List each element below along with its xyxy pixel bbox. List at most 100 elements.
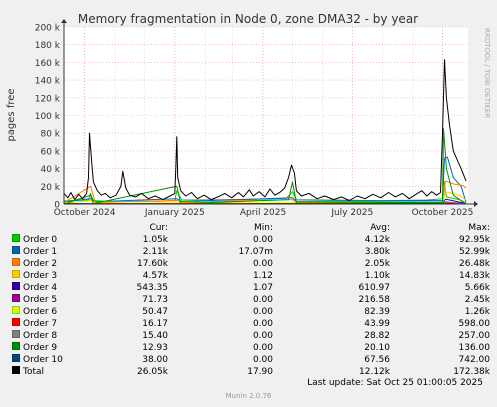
legend-color-swatch <box>12 246 20 254</box>
x-tick-label: July 2025 <box>330 208 373 218</box>
legend-min-value: 0.00 <box>252 331 273 341</box>
series-line-order-2 <box>63 180 467 204</box>
legend-series-name: Order 0 <box>23 235 58 245</box>
y-tick-label: 180 k <box>35 41 61 51</box>
legend-avg-value: 28.82 <box>364 331 390 341</box>
legend-cur-value: 26.05k <box>137 367 168 377</box>
legend-row: Order 8 15.40 0.00 28.82 257.00 <box>12 330 490 342</box>
legend-max-value: 26.48k <box>459 259 490 269</box>
x-tick-label: April 2025 <box>240 208 286 218</box>
legend-color-swatch <box>12 282 20 290</box>
y-tick-label: 20 k <box>40 183 60 193</box>
munin-version: Munin 2.0.76 <box>225 392 272 400</box>
y-tick-label: 40 k <box>40 165 60 175</box>
legend: Cur: Min: Avg: Max: Order 0 1.05k 0.00 4.12… <box>12 222 490 378</box>
y-tick-label: 80 k <box>40 130 60 140</box>
legend-header-min: Min: <box>253 223 273 233</box>
legend-series-name: Total <box>23 367 45 377</box>
legend-cur-value: 38.00 <box>142 355 168 365</box>
grid <box>64 26 468 204</box>
legend-cur-value: 15.40 <box>142 331 168 341</box>
legend-min-value: 1.12 <box>252 271 273 281</box>
legend-avg-value: 216.58 <box>358 295 391 305</box>
legend-cur-value: 50.47 <box>142 307 168 317</box>
legend-avg-value: 43.99 <box>364 319 390 329</box>
legend-max-value: 1.26k <box>464 307 490 317</box>
legend-header-avg: Avg: <box>370 223 390 233</box>
y-axis-label: pages free <box>6 88 17 141</box>
x-tick-label: October 2024 <box>54 208 116 218</box>
legend-max-value: 14.83k <box>459 271 490 281</box>
legend-max-value: 2.45k <box>464 295 490 305</box>
legend-color-swatch <box>12 318 20 326</box>
legend-series-name: Order 5 <box>23 295 58 305</box>
y-axis-arrow <box>61 19 67 23</box>
legend-min-value: 1.07 <box>252 283 273 293</box>
legend-avg-value: 82.39 <box>364 307 390 317</box>
y-tick-label: 200 k <box>35 24 61 34</box>
legend-series-name: Order 10 <box>23 355 63 365</box>
legend-cur-value: 16.17 <box>142 319 168 329</box>
legend-min-value: 0.00 <box>252 295 273 305</box>
legend-avg-value: 20.10 <box>364 343 390 353</box>
legend-series-name: Order 2 <box>23 259 58 269</box>
legend-min-value: 0.00 <box>252 259 273 269</box>
legend-series-name: Order 1 <box>23 247 58 257</box>
legend-row: Order 2 17.60k 0.00 2.05k 26.48k <box>12 258 490 270</box>
legend-series-name: Order 7 <box>23 319 58 329</box>
legend-max-value: 742.00 <box>458 355 491 365</box>
x-tick-label: October 2025 <box>412 208 474 218</box>
legend-avg-value: 12.12k <box>359 367 390 377</box>
legend-cur-value: 4.57k <box>142 271 168 281</box>
legend-avg-value: 4.12k <box>364 235 390 245</box>
axes: 0 20 k 40 k 60 k 80 k 100 k 120 k 140 k 160 k 180… <box>35 19 478 218</box>
y-tick-label: 0 <box>54 201 60 211</box>
legend-color-swatch <box>12 258 20 266</box>
chart: 0 20 k 40 k 60 k 80 k 100 k 120 k 140 k 160 k 180… <box>6 12 491 218</box>
legend-row: Order 3 4.57k 1.12 1.10k 14.83k <box>12 270 490 282</box>
last-update: Last update: Sat Oct 25 01:00:05 2025 <box>307 378 483 388</box>
legend-row: Order 1 2.11k 17.07m 3.80k 52.99k <box>12 246 490 258</box>
legend-avg-value: 610.97 <box>358 283 391 293</box>
legend-cur-value: 71.73 <box>142 295 168 305</box>
y-tick-label: 140 k <box>35 77 61 87</box>
series-line-total <box>63 59 467 201</box>
chart-title: Memory fragmentation in Node 0, zone DMA… <box>78 12 418 26</box>
legend-cur-value: 543.35 <box>136 283 169 293</box>
legend-row: Total 26.05k 17.90 12.12k 172.38k <box>12 366 490 378</box>
legend-row: Order 10 38.00 0.00 67.56 742.00 <box>12 354 490 366</box>
legend-series-name: Order 6 <box>23 307 58 317</box>
legend-avg-value: 3.80k <box>364 247 390 257</box>
legend-series-name: Order 3 <box>23 271 58 281</box>
legend-cur-value: 12.93 <box>142 343 168 353</box>
legend-avg-value: 2.05k <box>364 259 390 269</box>
y-tick-label: 100 k <box>35 112 61 122</box>
legend-row: Order 5 71.73 0.00 216.58 2.45k <box>12 294 490 306</box>
y-tick-label: 60 k <box>40 147 60 157</box>
legend-header: Cur: Min: Avg: Max: <box>12 222 490 234</box>
rrdtool-watermark: RRDTOOL / TOBI OETIKER <box>483 28 491 118</box>
legend-series-name: Order 4 <box>23 283 58 293</box>
legend-row: Order 0 1.05k 0.00 4.12k 92.95k <box>12 234 490 246</box>
legend-series-name: Order 9 <box>23 343 58 353</box>
legend-row: Order 9 12.93 0.00 20.10 136.00 <box>12 342 490 354</box>
legend-color-swatch <box>12 234 20 242</box>
legend-header-max: Max: <box>468 223 490 233</box>
y-tick-label: 120 k <box>35 94 61 104</box>
legend-max-value: 5.66k <box>464 283 490 293</box>
y-tick-label: 160 k <box>35 59 61 69</box>
legend-row: Order 6 50.47 0.00 82.39 1.26k <box>12 306 490 318</box>
legend-max-value: 172.38k <box>453 367 490 377</box>
legend-avg-value: 1.10k <box>364 271 390 281</box>
x-axis-arrow <box>474 201 478 207</box>
legend-min-value: 0.00 <box>252 355 273 365</box>
legend-color-swatch <box>12 294 20 302</box>
legend-max-value: 92.95k <box>459 235 490 245</box>
legend-max-value: 257.00 <box>458 331 491 341</box>
legend-min-value: 0.00 <box>252 307 273 317</box>
legend-avg-value: 67.56 <box>364 355 390 365</box>
legend-cur-value: 2.11k <box>142 247 168 257</box>
legend-color-swatch <box>12 270 20 278</box>
legend-cur-value: 17.60k <box>137 259 168 269</box>
legend-min-value: 17.07m <box>238 247 273 257</box>
